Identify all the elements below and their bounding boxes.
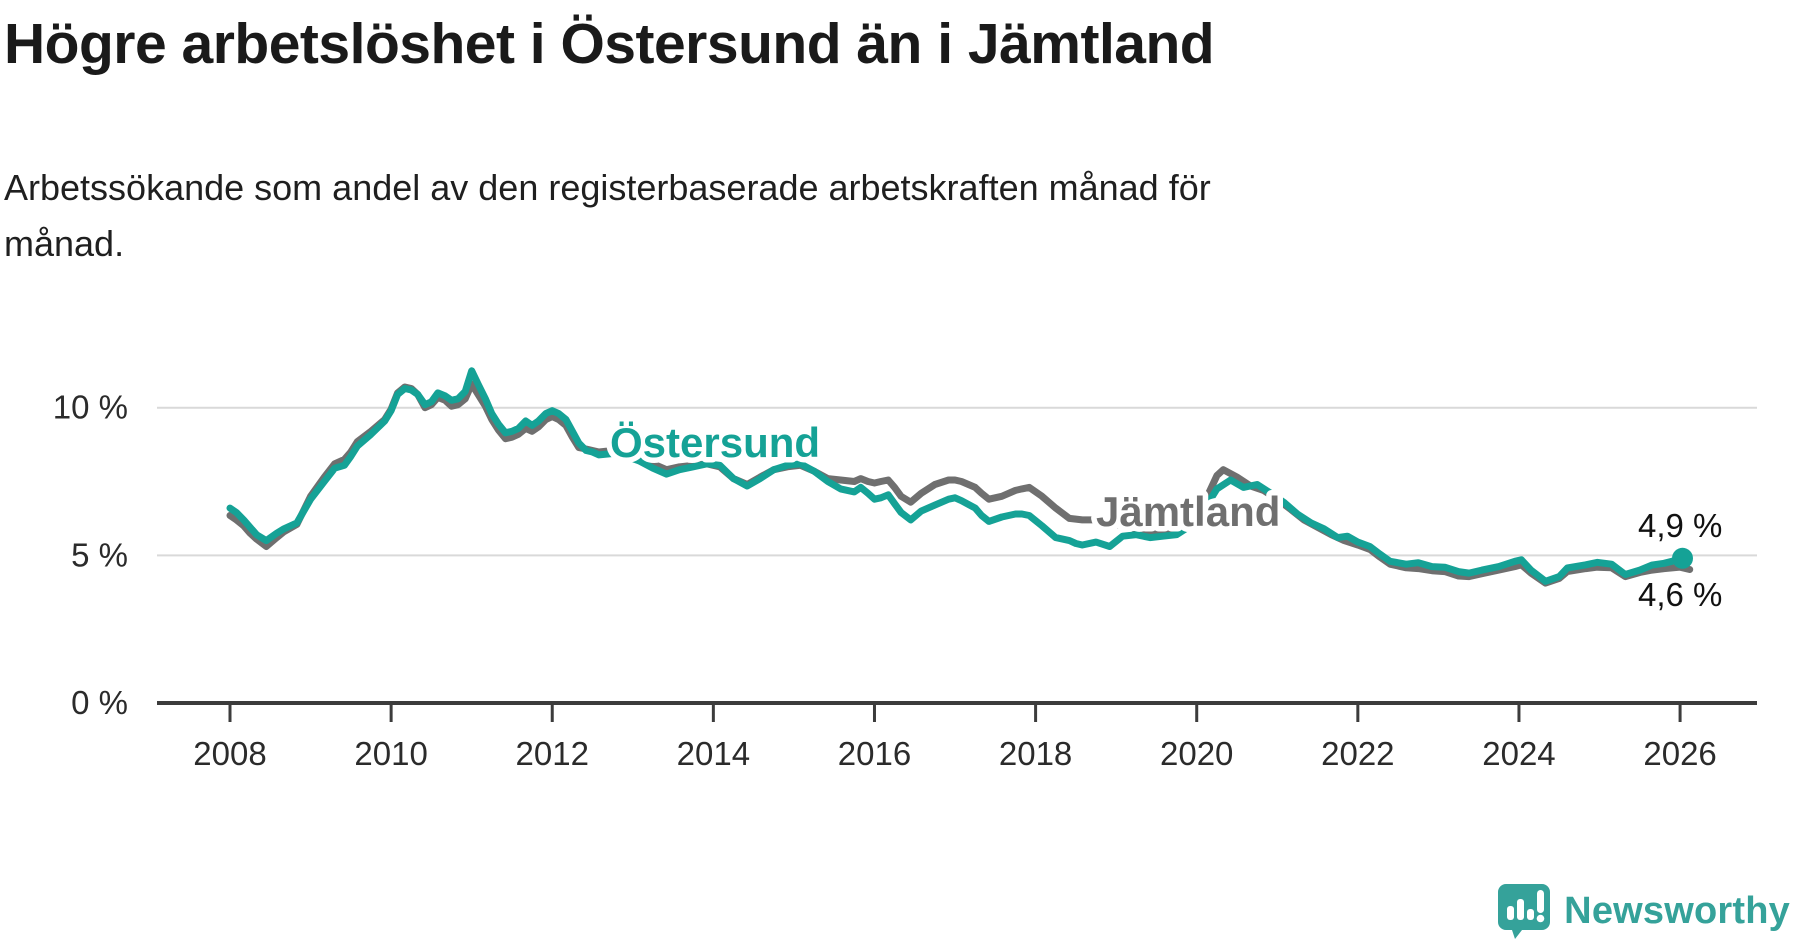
y-tick-label: 5 %: [71, 536, 128, 573]
x-tick-label: 2022: [1321, 735, 1394, 772]
y-tick-label: 10 %: [53, 389, 128, 426]
x-tick-label: 2014: [677, 735, 750, 772]
chart-subtitle-line2: månad.: [4, 222, 125, 264]
x-tick-label: 2008: [193, 735, 266, 772]
newsworthy-speech-bubble-bar-chart-icon: [1498, 884, 1551, 939]
x-tick-label: 2012: [516, 735, 589, 772]
series-line-ostersund: [226, 367, 1686, 585]
end-dot-ostersund: [1671, 547, 1693, 569]
end-value-label-ostersund: 4,9 %: [1638, 507, 1722, 544]
newsworthy-logo-text: Newsworthy: [1564, 889, 1790, 932]
series-line-jamtland: [226, 380, 1694, 587]
y-tick-label: 0 %: [71, 684, 128, 721]
x-tick-label: 2018: [999, 735, 1072, 772]
chart-subtitle-line1: Arbetssökande som andel av den registerb…: [4, 167, 1211, 208]
page-title: Högre arbetslöshet i Östersund än i Jämt…: [4, 12, 1215, 76]
x-tick-label: 2026: [1643, 735, 1716, 772]
end-value-label-jamtland: 4,6 %: [1638, 576, 1722, 613]
chart-subtitle: Arbetssökande som andel av den registerb…: [4, 160, 1504, 272]
x-tick-label: 2010: [354, 735, 427, 772]
x-tick-label: 2024: [1482, 735, 1555, 772]
series-label-jamtland: Jämtland: [1096, 488, 1280, 535]
x-tick-label: 2020: [1160, 735, 1233, 772]
newsworthy-logo: Newsworthy: [1496, 880, 1790, 942]
x-tick-label: 2016: [838, 735, 911, 772]
series-label-ostersund: Östersund: [610, 419, 820, 466]
